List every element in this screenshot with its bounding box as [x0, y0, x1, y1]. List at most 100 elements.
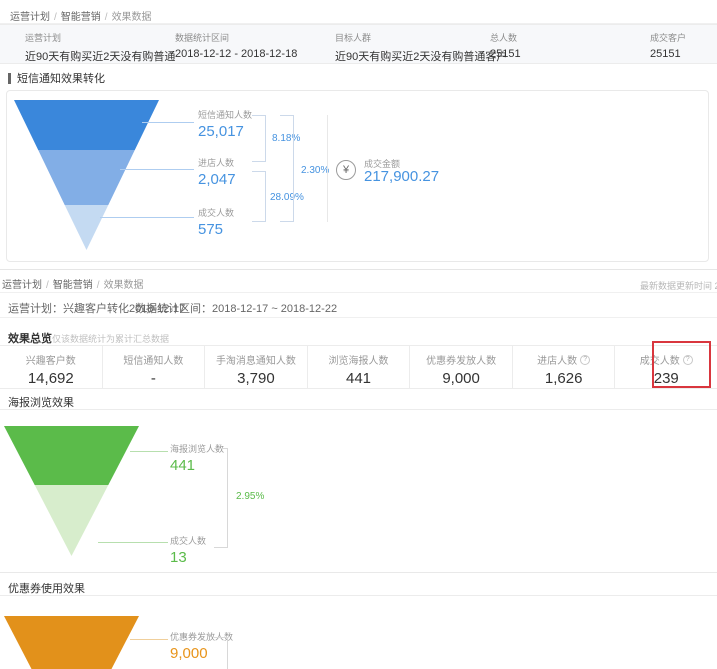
plan-name-text: 运营计划：兴趣客户转化2018-12-17	[8, 303, 186, 315]
range-text: 数据统计区间：2018-12-17 ~ 2018-12-22	[135, 303, 338, 315]
info-value: 近90天有购买近2天没有购普通	[25, 51, 176, 63]
poster-section-header: 海报浏览效果	[0, 392, 717, 410]
rate-bracket-partial	[214, 637, 228, 669]
funnel-stage-label: 成交人数	[198, 208, 235, 218]
funnel-stage-visit: 进店人数 2,047	[198, 156, 236, 188]
info-icon[interactable]: ?	[580, 354, 591, 365]
info-label: 运营计划	[25, 33, 62, 43]
conversion-rate-overall: 2.30%	[301, 165, 330, 176]
connector-line	[130, 451, 168, 452]
stat-deal-customers: 成交人数 ? 239	[614, 346, 717, 388]
stat-value: 3,790	[237, 370, 275, 387]
funnel-stage-value: 2,047	[198, 171, 236, 188]
coupon-section-header: 优惠券使用效果	[0, 578, 717, 596]
highlight-box-deal-customers	[652, 341, 711, 388]
breadcrumb-item-current: 效果数据	[111, 12, 152, 23]
funnel-stage-value: 25,017	[198, 123, 244, 140]
funnel-band-coupon-issued[interactable]	[4, 616, 139, 669]
connector-line	[142, 122, 194, 123]
info-value: 25151	[490, 48, 521, 60]
poster-funnel-chart	[4, 426, 139, 556]
breadcrumb-separator: /	[104, 12, 108, 23]
transaction-amount-value: 217,900.27	[364, 168, 440, 185]
rate-bracket	[252, 171, 266, 222]
divider	[0, 572, 717, 573]
stat-store-visitors: 进店人数 ? 1,626	[511, 346, 615, 388]
yen-circle-icon: ¥	[336, 160, 356, 180]
funnel-band-sms[interactable]	[14, 100, 159, 150]
funnel-stage-deal: 成交人数 13	[170, 534, 206, 566]
stat-value: 1,626	[544, 370, 583, 387]
breadcrumb: 运营计划 / 智能营销 / 效果数据	[2, 276, 144, 291]
vertical-divider	[327, 115, 328, 222]
funnel-stage-deal: 成交人数 575	[198, 206, 234, 238]
funnel-stage-label: 海报浏览人数	[170, 444, 225, 454]
stat-interest-customers: 兴趣客户数 14,692	[0, 346, 102, 388]
coupon-section-title: 优惠券使用效果	[8, 583, 85, 595]
funnel-stage-value: 13	[170, 549, 187, 566]
funnel-stage-value: 575	[198, 221, 224, 238]
data-refresh-note: 最新数据更新时间 2018-12	[640, 281, 717, 291]
info-label: 数据统计区间	[175, 33, 230, 43]
stat-label: 短信通知人数	[123, 356, 184, 367]
stat-label: 手淘消息通知人数	[215, 356, 296, 367]
stat-label-text: 成交人数	[639, 356, 680, 367]
campaign-info-bar: 运营计划 近90天有购买近2天没有购普通 数据统计区间 2018-12-12 -…	[0, 24, 717, 64]
breadcrumb-item-marketing[interactable]: 智能营销	[52, 280, 93, 291]
breadcrumb-item-marketing[interactable]: 智能营销	[60, 12, 101, 23]
funnel-stage-coupon-issued: 优惠券发放人数 9,000	[170, 630, 233, 662]
stat-label: 兴趣客户数	[25, 356, 76, 367]
stat-label-text: 进店人数	[537, 356, 578, 367]
stat-value: 239	[653, 370, 679, 387]
transaction-amount-label: 成交金额	[364, 159, 401, 169]
breadcrumb: 运营计划 / 智能营销 / 效果数据	[10, 8, 152, 23]
stat-poster-viewers: 浏览海报人数 441	[306, 346, 410, 388]
funnel-band-visit[interactable]	[38, 150, 135, 205]
info-field-audience: 目标人群 近90天有购买近2天没有购普通客户	[335, 25, 507, 64]
divider	[0, 23, 717, 24]
stat-sms-notified: 短信通知人数 -	[101, 346, 205, 388]
conversion-rate-overall: 2.95%	[236, 491, 265, 502]
poster-section-title: 海报浏览效果	[8, 397, 74, 409]
info-value: 25151	[650, 48, 681, 60]
funnel-band-deal[interactable]	[34, 485, 109, 556]
coupon-funnel-chart	[4, 616, 139, 669]
rate-bracket-overall	[214, 448, 228, 548]
funnel-stage-sms: 短信通知人数 25,017	[198, 108, 252, 140]
breadcrumb-separator: /	[54, 12, 57, 23]
connector-line	[120, 169, 194, 170]
info-icon[interactable]: ?	[682, 354, 693, 365]
connector-line	[130, 639, 168, 640]
overview-stats-row: 兴趣客户数 14,692 短信通知人数 - 手淘消息通知人数 3,790 浏览海…	[0, 345, 717, 389]
breadcrumb-separator: /	[46, 280, 49, 291]
funnel-band-poster-view[interactable]	[4, 426, 139, 485]
funnel-stage-label: 短信通知人数	[198, 110, 253, 120]
stat-label: 进店人数 ?	[537, 352, 591, 367]
rate-bracket-overall	[280, 115, 294, 222]
connector-line	[100, 217, 194, 218]
funnel-stage-value: 441	[170, 457, 196, 474]
info-value: 2018-12-12 - 2018-12-18	[175, 48, 298, 60]
info-field-deal: 成交客户 25151	[650, 25, 686, 60]
stat-value: 441	[346, 370, 372, 387]
stat-coupons-issued: 优惠券发放人数 9,000	[409, 346, 512, 388]
stat-value: -	[150, 370, 156, 387]
breadcrumb-item-plan[interactable]: 运营计划	[10, 12, 50, 23]
stat-label: 优惠券发放人数	[426, 356, 497, 367]
funnel-stage-label: 优惠券发放人数	[170, 632, 234, 642]
funnel-band-deal[interactable]	[64, 205, 109, 250]
breadcrumb-item-current: 效果数据	[103, 280, 144, 291]
breadcrumb-item-plan[interactable]: 运营计划	[2, 280, 42, 291]
stat-label: 成交人数 ?	[640, 352, 693, 367]
stat-value: 14,692	[27, 370, 74, 387]
funnel-stage-label: 成交人数	[170, 536, 207, 546]
conversion-rate-2-3: 28.09%	[270, 192, 304, 203]
funnel-stage-poster-view: 海报浏览人数 441	[170, 442, 224, 474]
rate-bracket	[252, 115, 266, 162]
conversion-rate-1-2: 8.18%	[272, 133, 301, 144]
stat-value: 9,000	[442, 370, 480, 387]
info-label: 总人数	[490, 33, 518, 43]
divider	[0, 317, 717, 318]
info-field-total: 总人数 25151	[490, 25, 521, 60]
title-bar-decoration	[8, 72, 11, 84]
